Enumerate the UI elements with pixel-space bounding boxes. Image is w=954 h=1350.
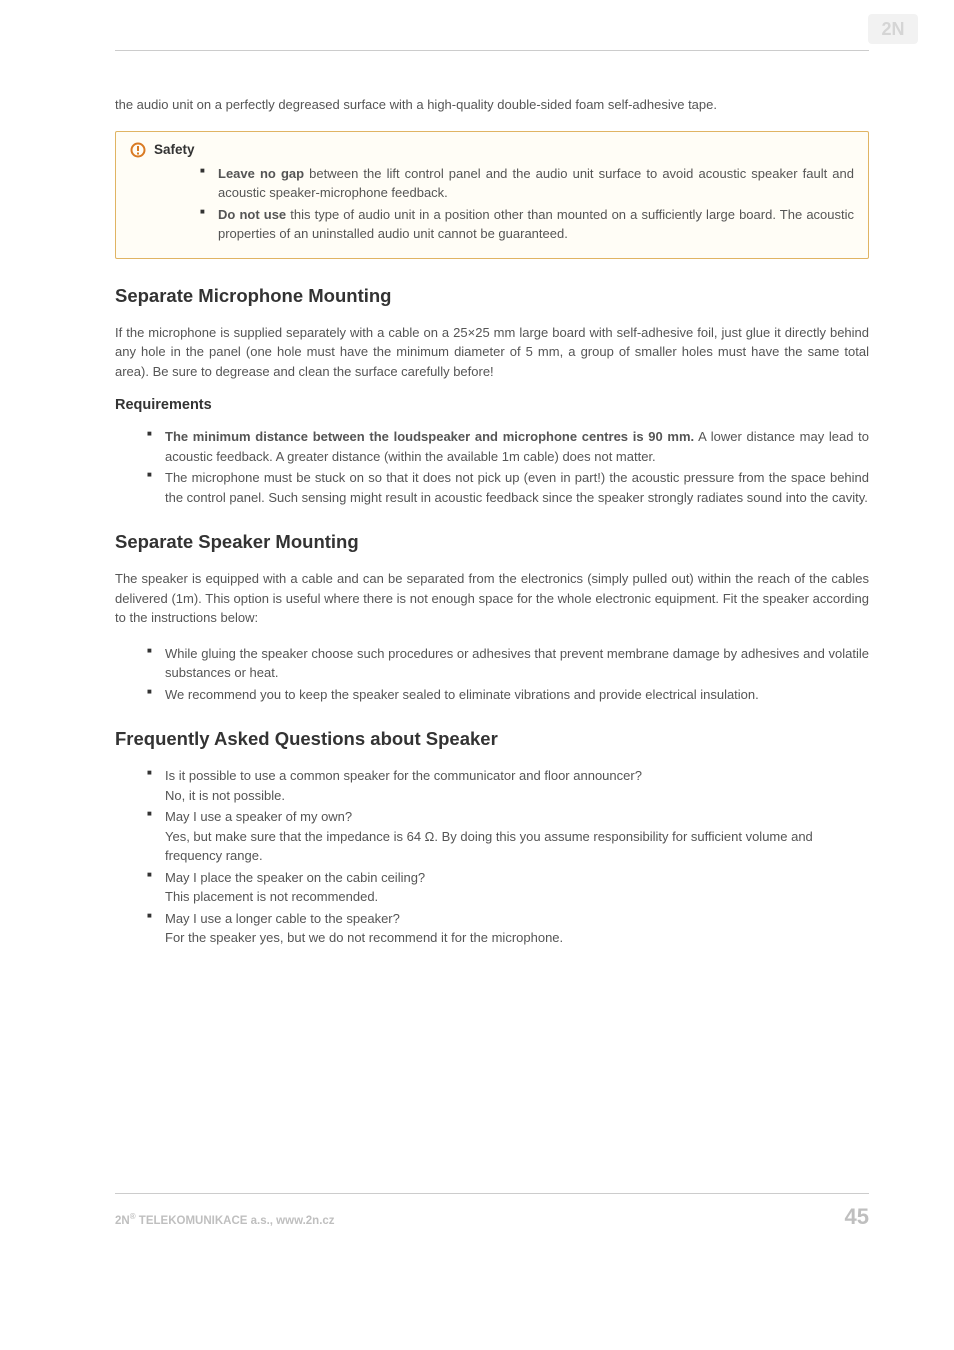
list-item: While gluing the speaker choose such pro…	[147, 644, 869, 683]
safety-item: Leave no gap between the lift control pa…	[200, 164, 854, 203]
faq-item: May I use a speaker of my own? Yes, but …	[147, 807, 869, 866]
faq-list: Is it possible to use a common speaker f…	[115, 766, 869, 948]
safety-item: Do not use this type of audio unit in a …	[200, 205, 854, 244]
warning-icon	[130, 142, 146, 158]
safety-item-bold: Leave no gap	[218, 166, 304, 181]
faq-item: May I place the speaker on the cabin cei…	[147, 868, 869, 907]
faq-item: Is it possible to use a common speaker f…	[147, 766, 869, 805]
section-heading-mic: Separate Microphone Mounting	[115, 285, 869, 307]
safety-item-bold: Do not use	[218, 207, 286, 222]
footer-rest: TELEKOMUNIKACE a.s., www.2n.cz	[136, 1215, 335, 1227]
faq-answer: This placement is not recommended.	[165, 887, 869, 907]
list-item-bold: The minimum distance between the loudspe…	[165, 429, 694, 444]
list-item-text: The microphone must be stuck on so that …	[165, 470, 869, 505]
intro-paragraph: the audio unit on a perfectly degreased …	[115, 95, 869, 115]
faq-answer: No, it is not possible.	[165, 786, 869, 806]
mic-paragraph: If the microphone is supplied separately…	[115, 323, 869, 382]
subsection-requirements: Requirements	[115, 397, 869, 413]
list-item: We recommend you to keep the speaker sea…	[147, 685, 869, 705]
brand-logo: 2N	[868, 14, 918, 44]
svg-text:2N: 2N	[881, 19, 904, 39]
section-heading-speaker: Separate Speaker Mounting	[115, 531, 869, 553]
section-heading-faq: Frequently Asked Questions about Speaker	[115, 728, 869, 750]
speaker-paragraph: The speaker is equipped with a cable and…	[115, 569, 869, 628]
requirements-list: The minimum distance between the loudspe…	[115, 427, 869, 507]
footer-company: 2N® TELEKOMUNIKACE a.s., www.2n.cz	[115, 1212, 335, 1227]
page-number: 45	[845, 1204, 869, 1230]
footer-row: 2N® TELEKOMUNIKACE a.s., www.2n.cz 45	[115, 1204, 869, 1230]
faq-answer: Yes, but make sure that the impedance is…	[165, 827, 869, 866]
page: 2N the audio unit on a perfectly degreas…	[0, 0, 954, 1270]
list-item: The minimum distance between the loudspe…	[147, 427, 869, 466]
faq-question: Is it possible to use a common speaker f…	[165, 768, 642, 783]
safety-callout: Safety Leave no gap between the lift con…	[115, 131, 869, 259]
footer-divider	[115, 1193, 869, 1194]
page-footer: 2N® TELEKOMUNIKACE a.s., www.2n.cz 45	[115, 1193, 869, 1230]
safety-title-row: Safety	[130, 142, 854, 158]
faq-question: May I place the speaker on the cabin cei…	[165, 870, 425, 885]
top-divider	[115, 50, 869, 51]
faq-question: May I use a speaker of my own?	[165, 809, 352, 824]
list-item: The microphone must be stuck on so that …	[147, 468, 869, 507]
faq-item: May I use a longer cable to the speaker?…	[147, 909, 869, 948]
safety-item-text: this type of audio unit in a position ot…	[218, 207, 854, 242]
speaker-list: While gluing the speaker choose such pro…	[115, 644, 869, 705]
safety-title: Safety	[154, 142, 195, 157]
safety-item-text: between the lift control panel and the a…	[218, 166, 854, 201]
safety-list: Leave no gap between the lift control pa…	[200, 164, 854, 244]
footer-prefix: 2N	[115, 1215, 130, 1227]
faq-question: May I use a longer cable to the speaker?	[165, 911, 400, 926]
faq-answer: For the speaker yes, but we do not recom…	[165, 928, 869, 948]
